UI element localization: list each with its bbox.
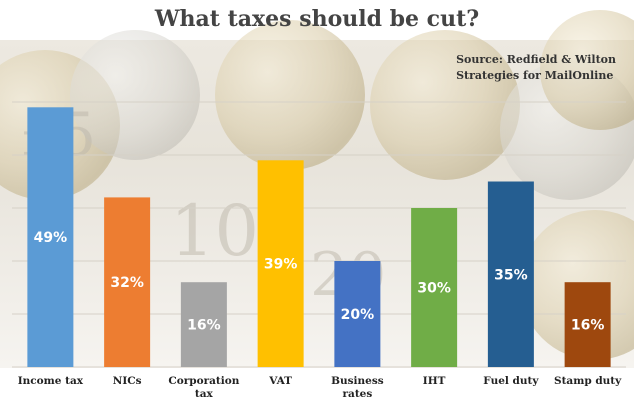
category-label: NICs [113,375,142,387]
bar-value-label: 16% [571,318,605,334]
bar-value-label: 32% [110,275,144,291]
bar-0 [27,107,74,368]
bar-value-label: 30% [417,281,451,297]
category-label: Fuel duty [483,375,539,387]
source-line-2: Strategies for MailOnline [456,69,614,82]
bar-value-label: 16% [187,318,221,334]
category-label: Business [331,375,384,387]
value-labels: 49% 32% 16% 39% 20% 30% 35% 16% [34,230,605,333]
bar-2 [180,282,227,367]
source-line-1: Source: Redfield & Wilton [456,53,616,66]
bar-4 [334,261,381,367]
chart-title: What taxes should be cut? [154,6,480,32]
category-label: Corporation [168,375,239,387]
bar-6 [487,181,534,367]
category-label: Stamp duty [554,375,622,387]
gridlines [12,101,626,368]
bar-value-label: 49% [34,230,68,246]
category-label: rates [342,388,372,400]
bars [27,107,611,368]
bar-value-label: 39% [264,257,298,273]
bar-value-label: 35% [494,267,528,283]
category-label: VAT [268,375,292,387]
bar-3 [257,160,304,367]
bar-1 [104,197,151,367]
source-note: Source: Redfield & Wilton Strategies for… [456,52,616,84]
bar-7 [564,282,611,367]
category-label: Income tax [18,375,84,387]
category-label: tax [195,388,214,400]
bar-5 [411,208,458,367]
bar-value-label: 20% [341,307,375,323]
category-label: IHT [423,375,446,387]
